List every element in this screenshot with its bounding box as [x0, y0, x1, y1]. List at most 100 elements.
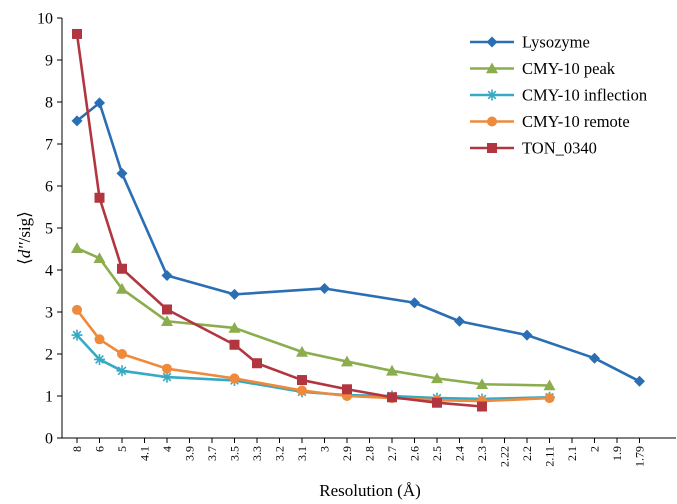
y-tick-label: 1: [45, 389, 53, 406]
x-tick-label: 3.3: [250, 446, 264, 461]
y-axis-title-symbol: d'': [15, 242, 34, 258]
x-tick-label: 2.4: [453, 446, 467, 461]
legend-swatch-marker: [486, 62, 498, 74]
series-cmy-10-peak: [71, 242, 556, 391]
x-tick-label: 2.7: [385, 446, 399, 461]
series-line: [76, 334, 550, 401]
x-tick-label: 4.1: [138, 446, 152, 461]
data-point: [432, 397, 442, 408]
x-tick-label: 3.1: [295, 446, 309, 461]
data-point: [543, 379, 556, 391]
data-point: [297, 375, 307, 386]
y-tick-label: 4: [45, 263, 53, 280]
legend-item: TON_0340: [470, 139, 597, 158]
x-tick-label: 2: [588, 446, 602, 452]
legend-item: CMY-10 remote: [470, 112, 630, 131]
data-point: [296, 345, 308, 357]
legend-swatch-marker: [486, 36, 498, 48]
data-point: [387, 392, 397, 403]
x-tick-label: 3: [318, 446, 332, 452]
y-tick-label: 10: [37, 11, 53, 28]
data-point: [94, 192, 105, 203]
legend-item: CMY-10 peak: [470, 59, 616, 78]
y-tick-label: 8: [45, 95, 53, 112]
data-point: [229, 288, 240, 300]
data-point: [454, 315, 465, 327]
legend-swatch-marker: [486, 89, 498, 101]
data-point: [94, 353, 105, 365]
data-point: [71, 115, 83, 127]
legend-label: TON_0340: [522, 139, 597, 158]
y-tick-label: 6: [45, 179, 53, 196]
data-point: [71, 329, 83, 341]
y-axis-title-rest: /sig⟩: [15, 211, 34, 242]
x-tick-label: 1.9: [610, 446, 624, 461]
series-ton-0340: [72, 28, 487, 412]
legend-label: CMY-10 peak: [522, 59, 616, 78]
x-axis-ticks: 8 6 5 4.1 4 3.9 3.7 3.5 3.3 3.2 3.1 3 2.9 2.8 2.7 2.6 2.…: [70, 438, 647, 467]
data-point: [116, 167, 128, 179]
data-point: [229, 373, 240, 384]
x-tick-label: 2.9: [340, 446, 354, 461]
data-point: [116, 282, 128, 294]
y-tick-label: 0: [45, 431, 53, 448]
data-point: [252, 358, 262, 369]
data-point: [161, 315, 173, 327]
series-layer: [71, 28, 645, 412]
x-tick-label: 5: [115, 446, 129, 452]
x-tick-label: 3.2: [273, 446, 287, 461]
y-axis-title-open: ⟨: [15, 258, 34, 265]
data-point: [521, 329, 533, 341]
x-tick-label: 3.7: [205, 446, 219, 461]
legend-label: Lysozyme: [522, 33, 590, 52]
data-point: [162, 304, 172, 315]
data-point: [94, 334, 105, 345]
data-point: [93, 252, 106, 264]
x-tick-label: 1.79: [633, 446, 647, 467]
data-point: [589, 352, 600, 364]
data-point: [386, 364, 398, 376]
data-point: [634, 375, 645, 387]
data-point: [477, 401, 487, 412]
x-tick-label: 2.3: [475, 446, 489, 461]
legend-item: Lysozyme: [470, 33, 590, 52]
x-tick-label: 2.8: [363, 446, 377, 461]
data-point: [71, 242, 83, 253]
legend-swatch-marker: [487, 116, 497, 127]
y-tick-label: 3: [45, 305, 53, 322]
legend: Lysozyme CMY-10 peak CMY-10 inflection CMY-…: [470, 33, 647, 158]
x-tick-label: 3.9: [183, 446, 197, 461]
legend-label: CMY-10 inflection: [522, 86, 647, 105]
data-point: [409, 297, 420, 309]
data-point: [72, 28, 82, 39]
data-point: [228, 321, 241, 333]
data-point: [229, 339, 240, 350]
legend-swatch-marker: [487, 143, 497, 153]
legend-label: CMY-10 remote: [522, 112, 630, 131]
data-point: [72, 304, 82, 315]
x-tick-label: 2.22: [498, 446, 512, 467]
y-tick-label: 9: [45, 53, 53, 70]
data-point: [161, 269, 173, 281]
data-point: [161, 371, 173, 383]
x-tick-label: 4: [160, 446, 174, 452]
data-point: [297, 385, 307, 396]
x-tick-label: 6: [93, 446, 107, 452]
data-point: [341, 355, 353, 367]
data-point: [117, 349, 127, 359]
x-tick-label: 2.11: [543, 446, 557, 467]
y-tick-label: 7: [45, 137, 53, 154]
data-point: [476, 378, 488, 390]
data-point: [544, 393, 555, 404]
y-axis-ticks: 0 1 2 3 4 5 6 7 8 9 10: [37, 11, 62, 448]
series-line: [76, 246, 550, 387]
y-tick-label: 5: [45, 221, 53, 238]
x-axis-title: Resolution (Å): [319, 481, 421, 500]
data-point: [94, 97, 105, 109]
data-point: [319, 282, 330, 294]
series-line: [75, 33, 483, 408]
data-point: [117, 263, 127, 274]
y-axis-title: ⟨d''/sig⟩: [15, 211, 34, 265]
x-tick-label: 8: [70, 446, 84, 452]
data-point: [116, 365, 128, 377]
